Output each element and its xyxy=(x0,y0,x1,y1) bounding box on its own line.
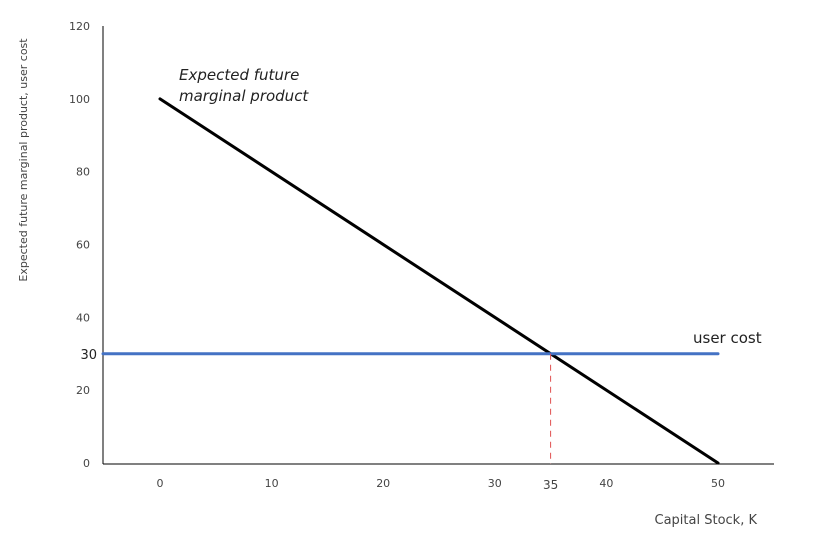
mpk-curve-label-line1: Expected future xyxy=(179,66,299,84)
intersection-x-label: 35 xyxy=(543,478,558,492)
x-tick-label: 10 xyxy=(265,477,279,490)
x-tick-label: 20 xyxy=(376,477,390,490)
y-tick-label: 120 xyxy=(69,20,90,33)
x-tick-label: 50 xyxy=(711,477,725,490)
x-tick-label: 40 xyxy=(599,477,613,490)
x-axis-title: Capital Stock, K xyxy=(655,513,758,528)
mpk-curve-label-line2: marginal product xyxy=(179,87,309,105)
series-layer xyxy=(101,97,720,465)
x-tick-label: 30 xyxy=(488,477,502,490)
y-tick-label: 40 xyxy=(76,311,90,324)
y-tick-labels: 0 20 40 60 80 100 120 xyxy=(69,20,90,470)
annotation-layer: 35 30 Expected future marginal product u… xyxy=(80,66,761,492)
axes xyxy=(102,26,774,465)
mpk-line xyxy=(158,97,720,465)
y-tick-label: 60 xyxy=(76,239,90,252)
y-axis-title: Expected future marginal product, user c… xyxy=(17,38,30,282)
y-tick-label: 80 xyxy=(76,166,90,179)
x-tick-labels: 0 10 20 30 40 50 xyxy=(157,477,726,490)
y-tick-label: 100 xyxy=(69,93,90,106)
intersection-y-label: 30 xyxy=(80,348,97,363)
y-tick-label: 20 xyxy=(76,384,90,397)
x-tick-label: 0 xyxy=(157,477,164,490)
user-cost-label: user cost xyxy=(693,329,762,347)
y-tick-label: 0 xyxy=(83,457,90,470)
